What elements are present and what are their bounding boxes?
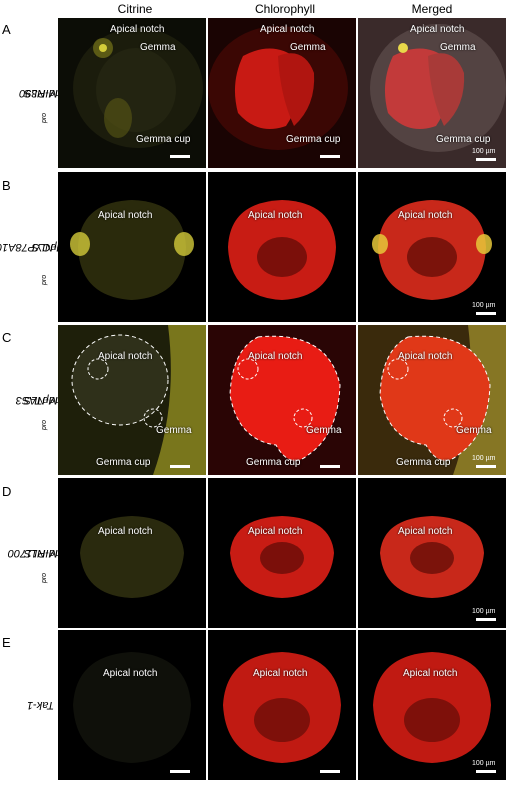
- label-gemma-cup: Gemma cup: [286, 134, 341, 145]
- row-label-b: MpCYP78A101pro:Citrine-NLS: [0, 241, 92, 285]
- row-letter-c: C: [2, 330, 12, 345]
- scale-bar: [170, 465, 190, 468]
- micrograph-e-citrine: [58, 630, 206, 780]
- micrograph-b-merged: [358, 172, 506, 322]
- micrograph-c-merged: [358, 325, 506, 475]
- label-apical-notch: Apical notch: [103, 668, 158, 679]
- row-label-a: MIR390 pro:Citrine-NLS: [19, 87, 85, 123]
- scale-bar-label: 100 µm: [472, 608, 496, 615]
- label-apical-notch: Apical notch: [398, 526, 453, 537]
- label-apical-notch: Apical notch: [253, 668, 308, 679]
- label-gemma: Gemma: [290, 42, 326, 53]
- scale-bar: [170, 770, 190, 773]
- scale-bar: [170, 155, 190, 158]
- column-header-merged: Merged: [411, 2, 453, 16]
- scale-bar-label: 100 µm: [472, 302, 496, 309]
- micrograph-d-citrine: [58, 478, 206, 628]
- scale-bar: [476, 465, 496, 468]
- panel-e-merged: Apical notch 100 µm: [358, 630, 506, 780]
- scale-bar: [320, 770, 340, 773]
- label-apical-notch: Apical notch: [403, 668, 458, 679]
- scale-bar-label: 100 µm: [472, 455, 496, 462]
- panel-e-citrine: Apical notch: [58, 630, 206, 780]
- panel-e-chlorophyll: Apical notch: [208, 630, 356, 780]
- panel-c-merged: Apical notch Gemma Gemma cup 100 µm: [358, 325, 506, 475]
- label-apical-notch: Apical notch: [98, 351, 153, 362]
- row-letter-a: A: [2, 22, 11, 37]
- row-letter-d: D: [2, 484, 12, 499]
- panel-a-citrine: Apical notch Gemma Gemma cup: [58, 18, 206, 168]
- panel-b-chlorophyll: Apical notch: [208, 172, 356, 322]
- label-apical-notch: Apical notch: [98, 210, 153, 221]
- micrograph-c-chlorophyll: [208, 325, 356, 475]
- scale-bar: [320, 465, 340, 468]
- label-apical-notch: Apical notch: [398, 210, 453, 221]
- panel-d-citrine: Apical notch: [58, 478, 206, 628]
- panel-b-citrine: Apical notch: [58, 172, 206, 322]
- scale-bar: [476, 618, 496, 621]
- panel-d-chlorophyll: Apical notch: [208, 478, 356, 628]
- label-apical-notch: Apical notch: [98, 526, 153, 537]
- scale-bar: [320, 155, 340, 158]
- panel-c-citrine: Apical notch Gemma Gemma cup: [58, 325, 206, 475]
- row-label-e: Tak-1: [27, 699, 55, 711]
- label-apical-notch: Apical notch: [260, 24, 315, 35]
- label-gemma: Gemma: [156, 425, 192, 436]
- panel-b-merged: Apical notch 100 µm: [358, 172, 506, 322]
- label-gemma: Gemma: [306, 425, 342, 436]
- label-apical-notch: Apical notch: [410, 24, 465, 35]
- label-gemma-cup: Gemma cup: [436, 134, 491, 145]
- micrograph-c-citrine: [58, 325, 206, 475]
- scale-bar: [476, 770, 496, 773]
- micrograph-e-chlorophyll: [208, 630, 356, 780]
- label-gemma: Gemma: [456, 425, 492, 436]
- label-apical-notch: Apical notch: [248, 351, 303, 362]
- column-header-citrine: Citrine: [117, 2, 153, 16]
- label-apical-notch: Apical notch: [248, 526, 303, 537]
- micrograph-a-chlorophyll: [208, 18, 356, 168]
- label-gemma-cup: Gemma cup: [96, 457, 151, 468]
- label-gemma-cup: Gemma cup: [396, 457, 451, 468]
- label-apical-notch: Apical notch: [248, 210, 303, 221]
- row-label-d: MIR11700 pro:Citrine-NLS: [7, 547, 85, 583]
- micrograph-e-merged: [358, 630, 506, 780]
- label-gemma: Gemma: [140, 42, 176, 53]
- label-gemma: Gemma: [440, 42, 476, 53]
- micrograph-b-citrine: [58, 172, 206, 322]
- row-letter-e: E: [2, 635, 11, 650]
- micrograph-a-merged: [358, 18, 506, 168]
- panel-c-chlorophyll: Apical notch Gemma Gemma cup: [208, 325, 356, 475]
- label-apical-notch: Apical notch: [110, 24, 165, 35]
- micrograph-b-chlorophyll: [208, 172, 356, 322]
- micrograph-d-merged: [358, 478, 506, 628]
- label-gemma-cup: Gemma cup: [246, 457, 301, 468]
- scale-bar-label: 100 µm: [472, 760, 496, 767]
- panel-a-merged: Apical notch Gemma Gemma cup 100 µm: [358, 18, 506, 168]
- micrograph-d-chlorophyll: [208, 478, 356, 628]
- panel-a-chlorophyll: Apical notch Gemma Gemma cup: [208, 18, 356, 168]
- panel-d-merged: Apical notch 100 µm: [358, 478, 506, 628]
- label-gemma-cup: Gemma cup: [136, 134, 191, 145]
- row-label-c: MpTAS3 pro:Citrine-NLS: [15, 394, 85, 430]
- micrograph-a-citrine: [58, 18, 206, 168]
- row-letter-b: B: [2, 178, 11, 193]
- column-header-chlorophyll: Chlorophyll: [254, 2, 316, 16]
- scale-bar: [476, 158, 496, 161]
- label-apical-notch: Apical notch: [398, 351, 453, 362]
- scale-bar: [476, 312, 496, 315]
- scale-bar-label: 100 µm: [472, 148, 496, 155]
